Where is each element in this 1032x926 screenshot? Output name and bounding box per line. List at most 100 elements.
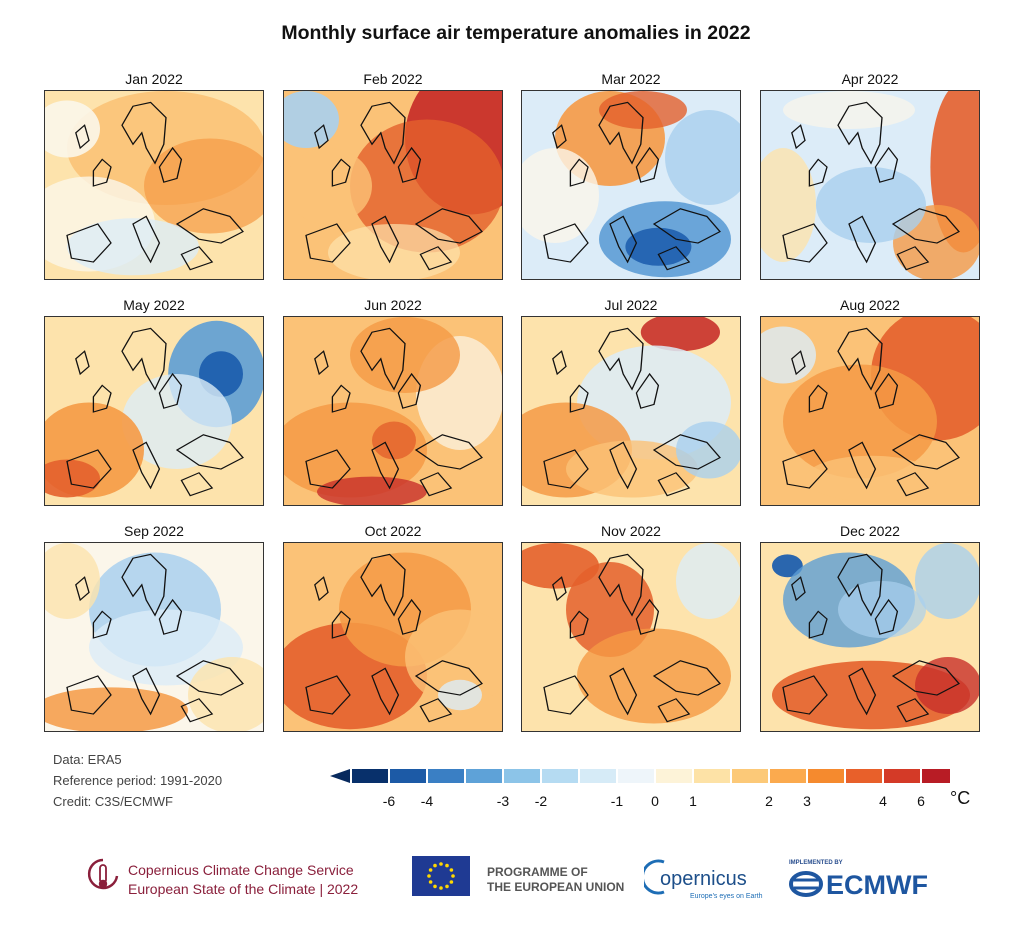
anomaly-map [760,316,980,506]
eu-flag-logo [412,856,470,901]
c3s-name: Copernicus Climate Change Service [128,862,354,878]
eu-star [428,868,433,872]
anomaly-region [676,421,740,479]
colorbar-tick-label: -2 [534,793,548,809]
anomaly-region [625,227,692,266]
anomaly-map [44,90,264,280]
colorbar-tick-label: -4 [420,793,434,809]
programme-line2: THE EUROPEAN UNION [487,880,625,894]
colorbar-tick-label: 2 [765,793,773,809]
map-panel: May 2022 [44,296,264,506]
c3s-logo [86,856,120,899]
coastline [66,327,244,497]
eu-flag-icon [412,856,470,896]
colorbar-segment [808,769,844,783]
anomaly-region [761,148,816,262]
eu-star [433,863,437,868]
eu-star [445,884,449,889]
colorbar-tick-label: 0 [651,793,659,809]
eu-star [428,880,433,884]
colorbar [330,766,980,791]
panel-title: Jan 2022 [125,71,183,87]
anomaly-region [122,374,232,469]
anomaly-region [284,91,339,148]
colorbar-tick-label: -6 [382,793,396,809]
chart-title: Monthly surface air temperature anomalie… [281,22,751,44]
anomaly-map [521,90,741,280]
anomaly-region [665,110,740,205]
anomaly-region [676,543,740,619]
anomaly-map [283,542,503,732]
anomaly-region [816,167,926,243]
anomaly-region [915,657,979,714]
map-panel: Jul 2022 [521,296,741,506]
colorbar-tick-label: 3 [803,793,811,809]
colorbar-tick-label: -1 [610,793,624,809]
coastline [305,101,483,271]
colorbar-tick-label: 1 [689,793,697,809]
anomaly-map [44,542,264,732]
anomaly-map [521,316,741,506]
thermometer-icon [87,858,119,890]
anomaly-map [521,542,741,732]
colorbar-tick-label: -3 [496,793,510,809]
anomaly-region [783,364,937,479]
map-panel: Mar 2022 [521,70,741,280]
eu-star [439,862,443,866]
anomaly-region [144,138,263,234]
colorbar-left-arrow [330,769,350,783]
ecmwf-logo [789,870,823,903]
data-source: Data: ERA5 [53,752,122,767]
panel-title: Aug 2022 [840,297,900,313]
colorbar-tick-label: 6 [917,793,925,809]
panel-title: Jul 2022 [604,297,658,313]
ecmwf-wordmark: ECMWF [826,870,928,900]
map-panel: Jun 2022 [283,296,503,506]
map-panel: Nov 2022 [521,522,741,732]
panel-title: Nov 2022 [601,523,661,539]
colorbar-segment [504,769,540,783]
colorbar-segment [618,769,654,783]
colorbar-segment [428,769,464,783]
eu-star [451,874,455,878]
copernicus-wordmark: opernicus [660,868,747,890]
colorbar-segment [352,769,388,783]
anomaly-map [283,90,503,280]
anomaly-region [372,421,416,460]
panel-title: Apr 2022 [841,71,899,87]
colorbar-unit: °C [950,788,971,808]
credit: Credit: C3S/ECMWF [53,794,173,809]
map-panel: Aug 2022 [760,296,980,506]
panel-title: Dec 2022 [840,523,900,539]
colorbar-segment [580,769,616,783]
colorbar-segment [542,769,578,783]
eu-star [433,884,437,889]
ecmwf-icon [789,871,823,897]
anomaly-region [772,554,803,578]
anomaly-region [599,91,687,129]
anomaly-region [350,317,460,393]
programme-line1: PROGRAMME OF [487,865,588,879]
eu-star [449,880,454,884]
panel-title: Jun 2022 [364,297,422,313]
colorbar-segment [732,769,768,783]
coastline [782,327,960,497]
panel-title: May 2022 [123,297,185,313]
copernicus-tagline: Europe's eyes on Earth [690,893,763,900]
eu-star [427,874,431,878]
map-panel: Oct 2022 [283,522,503,732]
panel-title: Oct 2022 [364,523,422,539]
map-panel: Feb 2022 [283,70,503,280]
implemented-by: IMPLEMENTED BY [789,860,843,866]
anomaly-region [45,687,188,731]
eu-star [445,863,449,868]
colorbar-segment [390,769,426,783]
map-panel: Apr 2022 [760,70,980,280]
colorbar-segment [770,769,806,783]
colorbar-segment [846,769,882,783]
anomaly-region [188,657,263,731]
reference-period: Reference period: 1991-2020 [53,773,223,788]
colorbar-segment [694,769,730,783]
anomaly-region [45,459,100,498]
anomaly-map [44,316,264,506]
